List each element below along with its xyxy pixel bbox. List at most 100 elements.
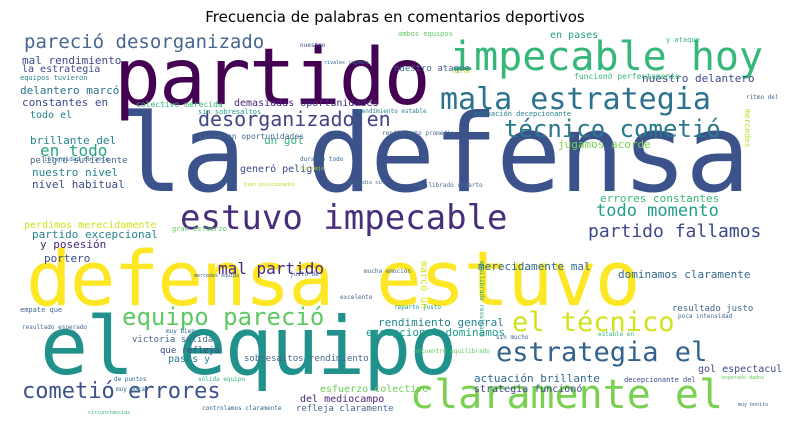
word-35: y posesión (40, 238, 107, 251)
word-3: partido (114, 33, 431, 123)
word-44: strategia funcionó (474, 384, 583, 395)
word-28: partido excepcional (32, 228, 158, 241)
word-51: en pases (550, 31, 599, 41)
word-57: tuvieron oportunidades (198, 132, 304, 141)
word-77: de puntos (114, 376, 147, 383)
word-97: bien posicionados (244, 182, 296, 188)
word-75: empate que (20, 306, 63, 314)
word-48: del mediocampo (300, 394, 385, 405)
word-38: mal rendimiento (22, 54, 122, 67)
word-64: rendimiento estable (358, 108, 427, 115)
word-72: gran esfuerzo (172, 225, 227, 233)
word-91: muy poca (116, 386, 145, 393)
word-24: excepcional dominamos (366, 326, 506, 339)
word-95: promedio sin (348, 180, 385, 186)
word-39: nuestro delantero (642, 72, 755, 85)
word-11: técnico cometió (504, 115, 721, 143)
word-20: marcó un (418, 261, 429, 310)
word-0: la defensa (118, 92, 750, 217)
word-73: durante todo (300, 156, 344, 163)
word-80: poca intensidad (678, 313, 733, 320)
word-58: colectivo merecida (136, 100, 223, 109)
word-5: claramente el (410, 372, 724, 415)
word-27: actuación brillante (474, 372, 600, 385)
word-96: nos dejó (300, 166, 325, 172)
word-8: estrategia el (496, 337, 708, 368)
word-37: constantes en (22, 96, 109, 109)
word-61: equipos tuvieron (20, 74, 88, 82)
word-15: partido fallamos (588, 221, 762, 242)
word-9: el técnico (512, 307, 675, 338)
word-88: nuestro (300, 42, 326, 49)
word-22: demasiadas oportunidades (234, 98, 379, 109)
word-49: esfuerzo colectivo (320, 384, 429, 395)
word-93: muy bonito (738, 402, 769, 408)
word-31: nuestro nivel (32, 166, 119, 179)
word-10: equipo pareció (122, 303, 325, 331)
word-1: defensa estuvo (26, 234, 641, 323)
word-55: sobresaltos rendimiento (244, 354, 369, 364)
word-34: perdimos merecidamente (24, 220, 157, 231)
word-85: resultado esperado (22, 324, 88, 331)
word-68: reparto justo (394, 304, 441, 311)
word-25: merecidamente mal (478, 260, 591, 273)
word-40: portero (44, 252, 91, 265)
word-6: estuvo impecable (180, 198, 508, 238)
word-84: excelente (340, 294, 373, 301)
word-89: mercedes (743, 109, 752, 148)
word-74: intensidad durante (44, 156, 110, 163)
word-43: jugamos acorde (558, 138, 651, 151)
word-92: esperado dados (722, 375, 765, 381)
word-7: mala estrategia (440, 82, 711, 117)
word-45: pases y (168, 354, 211, 365)
word-60: sin sobresaltos (198, 108, 262, 116)
word-26: dominamos claramente (618, 268, 751, 281)
word-63: ambos equipos (398, 31, 453, 38)
word-76: muy bien (166, 328, 195, 335)
word-17: todo momento (596, 201, 719, 221)
word-90: acorde (452, 69, 471, 75)
word-33: brillante del (30, 134, 117, 147)
word-66: rendimiento promedio (382, 130, 455, 137)
word-19: en todo (40, 141, 108, 160)
word-29: errores constantes (600, 192, 720, 205)
word-42: todo el (30, 110, 73, 121)
word-4: impecable hoy (450, 34, 764, 80)
word-59: funcionó perfectamente (574, 72, 680, 81)
word-67: mucha emoción (364, 268, 411, 275)
word-2: el equipo (40, 300, 457, 393)
word-36: delantero marcó (20, 84, 120, 97)
word-30: un gol (264, 134, 304, 147)
word-71: encuentro equilibrado (414, 348, 490, 355)
word-81: estable en (598, 331, 635, 338)
word-cloud: la defensa defensa estuvo el equipo partido… (18, 31, 783, 415)
word-46: que refleja (160, 346, 220, 356)
word-56: refleja claramente (296, 404, 394, 414)
word-65: actuación decepcionante (474, 110, 571, 118)
word-87: ritmo del (746, 94, 779, 101)
word-52: generó peligro (240, 164, 325, 175)
word-47: victoria sólida (132, 335, 214, 345)
word-83: justo de (290, 271, 319, 278)
word-82: sin mucho (496, 334, 529, 341)
word-99: rivales jugamos (324, 60, 370, 66)
word-23: rendimiento general (378, 316, 504, 329)
word-78: sólida equipo (198, 376, 245, 383)
word-79: controlamos claramente (202, 405, 282, 412)
word-50: nuestro ataque (394, 64, 470, 74)
word-32: nivel habitual (32, 178, 125, 191)
word-94: circunstancias (88, 410, 131, 416)
word-98: mercedes equipo (194, 273, 240, 279)
word-70: equilibrado resultado (478, 261, 485, 337)
word-53: peligro suficiente (30, 156, 128, 166)
word-18: mal partido (218, 259, 324, 278)
word-69: equilibrado reparto (414, 182, 483, 189)
word-21: gol espectacular (698, 364, 783, 375)
chart-title: Frecuencia de palabras en comentarios de… (205, 8, 585, 26)
word-62: decepcionante del (624, 376, 696, 384)
word-86: y ataque (666, 36, 700, 44)
word-54: resultado justo (672, 304, 754, 314)
word-41: la estrategia (22, 64, 101, 75)
word-13: desorganizado en (198, 107, 391, 131)
word-14: pareció desorganizado (24, 31, 265, 53)
